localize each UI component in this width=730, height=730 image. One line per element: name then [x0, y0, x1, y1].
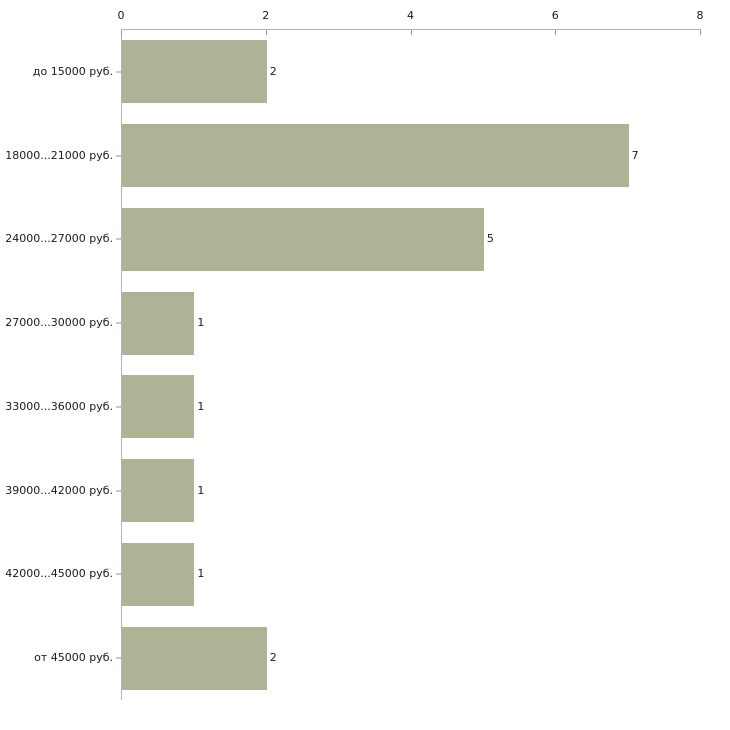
y-axis-category-label: 24000...27000 руб. — [5, 232, 113, 246]
bar — [122, 375, 195, 439]
bar-value-label: 7 — [631, 148, 639, 162]
y-tick-mark — [116, 155, 121, 157]
bar — [122, 626, 267, 690]
y-tick-mark — [116, 406, 121, 408]
x-axis-line — [121, 29, 701, 30]
y-axis-category-label: 42000...45000 руб. — [5, 567, 113, 581]
bar-value-label: 1 — [197, 567, 205, 581]
y-tick-mark — [116, 322, 121, 324]
x-tick-mark — [265, 30, 267, 35]
bar — [122, 291, 195, 355]
bar — [122, 459, 195, 523]
y-tick-mark — [116, 71, 121, 73]
x-tick-label: 0 — [117, 9, 125, 22]
bar-value-label: 1 — [197, 483, 205, 497]
x-tick-mark — [410, 30, 412, 35]
bar-value-label: 1 — [197, 399, 205, 413]
y-tick-mark — [116, 657, 121, 659]
y-tick-mark — [116, 490, 121, 492]
x-tick-label: 8 — [696, 9, 704, 22]
y-axis-category-label: 27000...30000 руб. — [5, 316, 113, 330]
bar — [122, 542, 195, 606]
bar — [122, 40, 267, 104]
y-axis-category-label: 18000...21000 руб. — [5, 148, 113, 162]
y-axis-category-label: 39000...42000 руб. — [5, 483, 113, 497]
y-tick-mark — [116, 238, 121, 240]
bar-value-label: 2 — [269, 64, 277, 78]
y-axis-category-label: от 45000 руб. — [34, 651, 113, 665]
y-axis-category-label: 33000...36000 руб. — [5, 399, 113, 413]
x-tick-label: 2 — [262, 9, 270, 22]
y-tick-mark — [116, 573, 121, 575]
y-axis-line — [121, 30, 122, 700]
bar — [122, 124, 629, 188]
x-tick-mark — [700, 30, 701, 35]
bar-value-label: 2 — [269, 651, 277, 665]
x-tick-label: 6 — [551, 9, 559, 22]
x-tick-mark — [121, 30, 122, 35]
bar-value-label: 1 — [197, 316, 205, 330]
x-tick-label: 4 — [407, 9, 414, 22]
x-tick-mark — [555, 30, 557, 35]
bar — [122, 207, 484, 271]
y-axis-category-label: до 15000 руб. — [32, 64, 113, 78]
bar-value-label: 5 — [486, 232, 494, 246]
